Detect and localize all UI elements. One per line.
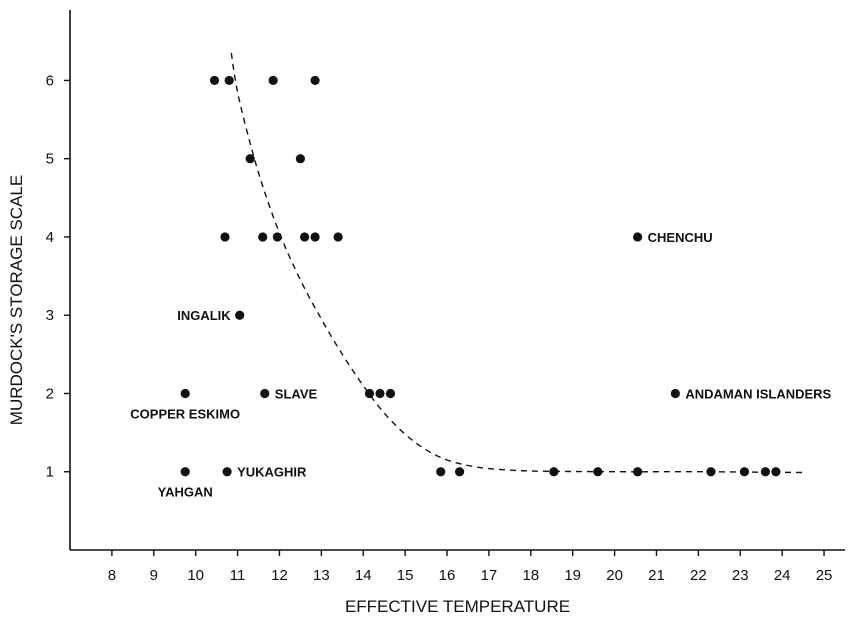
data-point: [375, 388, 385, 399]
data-point: [272, 232, 282, 242]
trend-curve: [230, 52, 804, 474]
x-tick-label: 20: [606, 567, 623, 584]
x-tick-label: 18: [522, 567, 539, 584]
x-tick-label: 19: [564, 567, 581, 584]
x-tick-label: 15: [397, 567, 414, 584]
data-point: [670, 388, 680, 399]
axes: [69, 10, 845, 551]
data-point: [436, 467, 446, 477]
point-annotation: CHENCHU: [648, 230, 713, 245]
data-point: [739, 467, 750, 477]
x-tick-label: 16: [439, 567, 456, 584]
data-point: [222, 467, 232, 477]
data-point: [180, 388, 190, 399]
data-point: [299, 232, 310, 242]
y-tick-label: 1: [46, 464, 54, 481]
y-axis-ticks: 1 2 3 4 5 6: [46, 72, 70, 481]
y-tick-label: 5: [46, 151, 54, 168]
data-point: [633, 467, 643, 477]
data-point: [295, 154, 306, 164]
x-tick-label: 14: [355, 567, 372, 584]
y-tick-label: 6: [46, 72, 54, 89]
data-point: [454, 467, 465, 477]
data-point: [245, 154, 255, 164]
point-annotation: YUKAGHIR: [237, 465, 307, 480]
data-point: [364, 388, 375, 399]
x-tick-label: 24: [774, 567, 791, 584]
x-tick-label: 25: [816, 567, 833, 584]
point-annotation: YAHGAN: [158, 485, 213, 500]
x-tick-label: 11: [230, 567, 246, 584]
x-tick-label: 12: [271, 567, 288, 584]
x-axis-title: EFFECTIVE TEMPERATURE: [345, 597, 570, 616]
data-point: [771, 467, 781, 477]
point-annotation: INGALIK: [177, 308, 231, 323]
data-point: [385, 388, 396, 399]
data-points: [180, 75, 781, 477]
data-point: [310, 232, 320, 242]
y-axis-title: MURDOCK'S STORAGE SCALE: [7, 175, 26, 425]
data-point: [209, 75, 220, 86]
data-point: [224, 75, 234, 86]
point-annotation: ANDAMAN ISLANDERS: [685, 386, 831, 401]
x-axis-ticks: 8 9 10 11 12 13 14 15 16 17 18 19 20 21 22 23 24 25: [108, 550, 833, 584]
point-annotations: CHENCHU INGALIK SLAVE ANDAMAN ISLANDERS COPP…: [130, 230, 831, 500]
x-tick-label: 21: [648, 567, 665, 584]
x-tick-label: 8: [108, 567, 116, 584]
data-point: [260, 388, 270, 399]
y-tick-label: 2: [46, 385, 54, 402]
y-tick-label: 4: [46, 229, 54, 246]
y-tick-label: 3: [46, 307, 54, 324]
data-point: [633, 232, 643, 242]
x-tick-label: 13: [313, 567, 330, 584]
x-tick-label: 23: [732, 567, 749, 584]
point-annotation: COPPER ESKIMO: [130, 406, 240, 421]
data-point: [760, 467, 771, 477]
data-point: [333, 232, 343, 242]
data-point: [220, 232, 230, 242]
data-point: [235, 310, 245, 320]
data-point: [549, 467, 559, 477]
point-annotation: SLAVE: [275, 386, 318, 401]
data-point: [258, 232, 268, 242]
data-point: [706, 467, 716, 477]
data-point: [593, 467, 603, 477]
data-point: [310, 75, 320, 86]
data-point: [268, 75, 278, 86]
x-tick-label: 17: [481, 567, 498, 584]
x-tick-label: 22: [690, 567, 707, 584]
data-point: [180, 467, 190, 477]
x-tick-label: 10: [187, 567, 204, 584]
x-tick-label: 9: [150, 567, 158, 584]
